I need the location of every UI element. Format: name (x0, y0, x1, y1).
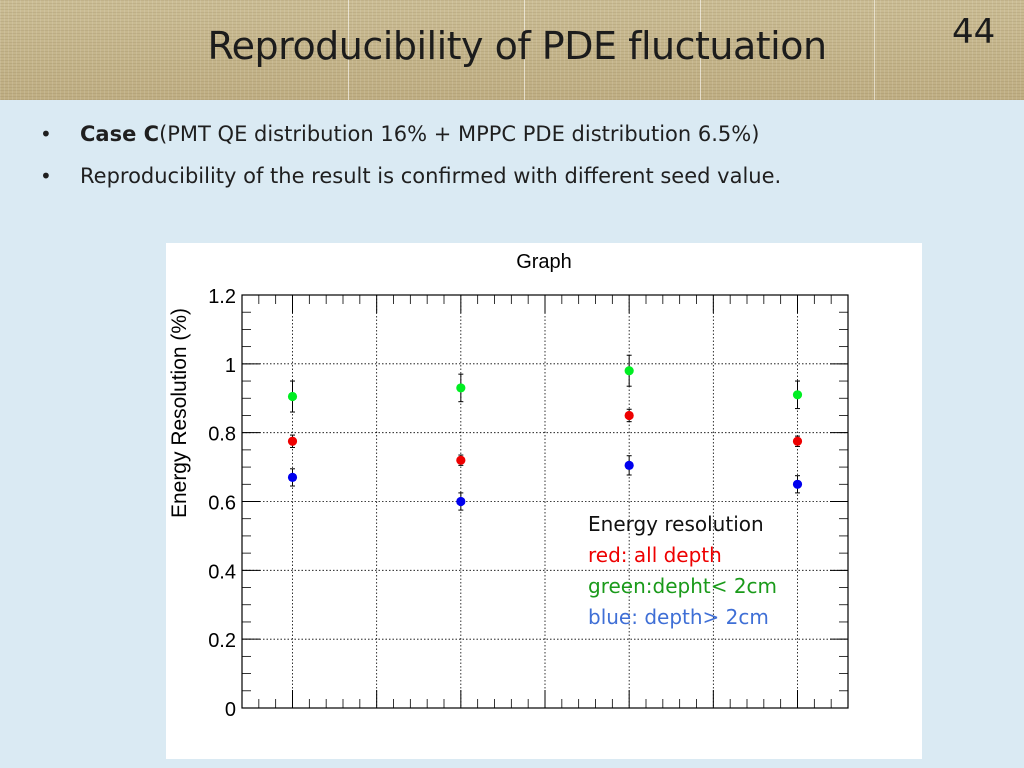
bullet-text: (PMT QE distribution 16% + MPPC PDE dist… (159, 122, 760, 146)
header-banner: Reproducibility of PDE fluctuation 44 (0, 0, 1024, 100)
data-point (456, 496, 466, 507)
data-point (287, 436, 298, 446)
y-tick-label: 0.4 (208, 561, 236, 583)
annotation-box: Energy resolution red: all depth green:d… (588, 509, 777, 633)
annotation-green: green:depht< 2cm (588, 574, 778, 598)
data-point (792, 436, 803, 446)
annotation-heading: Energy resolution (588, 512, 764, 536)
y-tick-label: 0.8 (208, 424, 236, 446)
data-point (287, 472, 298, 483)
chart-svg: Graph Energy Resolution (%) 0 0.2 0.4 0.6 0.… (168, 251, 849, 721)
bullet-icon: • (40, 164, 52, 188)
grid-layer (242, 295, 848, 708)
data-point (624, 460, 634, 470)
y-tick-label: 0.2 (208, 630, 236, 652)
header-divider (700, 0, 701, 100)
data-point (456, 383, 466, 393)
y-axis-label: Energy Resolution (%) (168, 308, 191, 518)
chart-canvas: Graph Energy Resolution (%) 0 0.2 0.4 0.6 0.… (166, 243, 922, 759)
data-point (624, 366, 634, 376)
bullet-text: Reproducibility of the result is confirm… (80, 164, 782, 188)
slide-title: Reproducibility of PDE fluctuation (207, 24, 827, 68)
data-point (792, 479, 803, 489)
data-layer (287, 354, 803, 511)
header-divider (524, 0, 525, 100)
bullet-item: • Case C(PMT QE distribution 16% + MPPC … (40, 118, 781, 160)
y-tick-label: 0.6 (208, 493, 236, 515)
data-point (456, 455, 466, 465)
data-point (624, 410, 634, 421)
bullet-icon: • (40, 122, 52, 146)
tick-layer: 0 0.2 0.4 0.6 0.8 1 1.2 (208, 286, 849, 721)
bullet-list: • Case C(PMT QE distribution 16% + MPPC … (40, 118, 781, 202)
plot-frame (241, 294, 849, 709)
y-tick-label: 1 (225, 355, 236, 377)
annotation-red: red: all depth (588, 543, 722, 567)
bullet-bold-text: Case C (80, 122, 160, 146)
slide-number: 44 (952, 12, 996, 52)
chart-title: Graph (516, 251, 572, 273)
y-tick-label: 0 (225, 699, 236, 721)
y-tick-label: 1.2 (208, 286, 236, 308)
header-divider (874, 0, 875, 100)
annotation-blue: blue: depth> 2cm (588, 605, 769, 629)
header-divider (348, 0, 349, 100)
data-point (792, 390, 803, 400)
bullet-item: • Reproducibility of the result is confi… (40, 160, 781, 202)
data-point (287, 391, 298, 402)
